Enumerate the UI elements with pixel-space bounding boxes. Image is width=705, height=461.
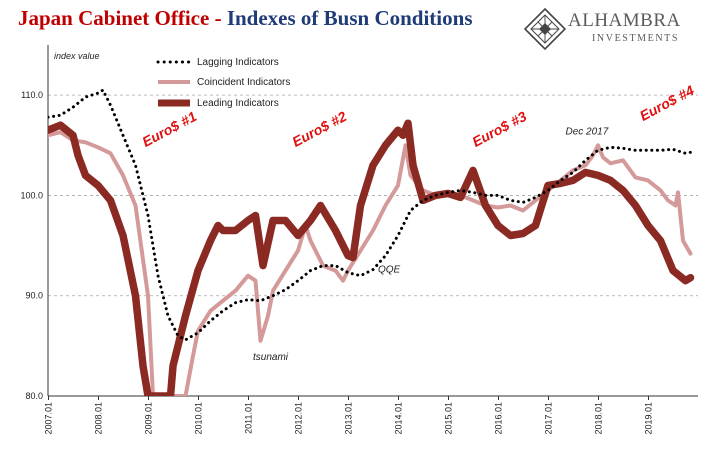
annotation-2: Euro$ #3 xyxy=(469,108,529,150)
series-line-1 xyxy=(48,130,693,396)
annotation-1: Euro$ #2 xyxy=(289,108,349,150)
y-axis-label: index value xyxy=(54,51,100,61)
annotation-6: tsunami xyxy=(253,352,289,363)
y-tick-label: 110.0 xyxy=(21,90,43,100)
x-tick-label: 2008.01 xyxy=(94,402,104,435)
brand-sub: INVESTMENTS xyxy=(592,33,680,44)
x-tick-label: 2009.01 xyxy=(144,402,154,435)
brand-name: ALHAMBRA xyxy=(568,10,681,31)
annotation-3: Euro$ #4 xyxy=(637,82,697,124)
x-tick-label: 2010.01 xyxy=(194,402,204,435)
grid xyxy=(48,94,698,297)
y-tick-label: 100.0 xyxy=(20,190,43,200)
x-tick-label: 2017.01 xyxy=(544,402,554,435)
title-rest: Indexes of Busn Conditions xyxy=(226,6,473,30)
title-main: Japan Cabinet Office xyxy=(18,6,210,30)
chart-title: Japan Cabinet Office - Indexes of Busn C… xyxy=(18,6,473,31)
series-line-2 xyxy=(48,119,695,396)
x-tick-label: 2007.01 xyxy=(44,402,54,435)
x-tick-label: 2013.01 xyxy=(344,402,354,435)
x-tick-label: 2011.01 xyxy=(244,402,254,434)
series-line-0 xyxy=(48,88,692,342)
brand-logo: ALHAMBRA INVESTMENTS xyxy=(524,6,700,52)
x-tick-label: 2018.01 xyxy=(594,402,604,435)
annotation-5: QQE xyxy=(378,265,401,276)
y-tick-label: 90.0 xyxy=(25,291,43,301)
legend-label-leading: Leading Indicators xyxy=(197,98,279,109)
x-tick-label: 2016.01 xyxy=(494,402,504,435)
annotation-0: Euro$ #1 xyxy=(139,108,199,150)
annotation-4: Dec 2017 xyxy=(566,126,609,137)
annotations: Euro$ #1 Euro$ #2 Euro$ #3 Euro$ #4 Dec 2017… xyxy=(139,82,696,363)
legend-label-lagging: Lagging Indicators xyxy=(197,57,279,68)
x-tick-label: 2012.01 xyxy=(294,402,304,435)
x-tick-label: 2019.01 xyxy=(644,402,654,435)
x-tick-label: 2015.01 xyxy=(444,402,454,435)
title-separator: - xyxy=(209,6,227,30)
y-tick-label: 80.0 xyxy=(25,391,43,401)
logo-emblem-icon xyxy=(524,8,566,50)
series-group xyxy=(48,88,695,396)
legend: Lagging Indicators Coincident Indicators… xyxy=(156,57,290,109)
x-tick-label: 2014.01 xyxy=(394,402,404,435)
legend-label-coincident: Coincident Indicators xyxy=(197,77,290,88)
